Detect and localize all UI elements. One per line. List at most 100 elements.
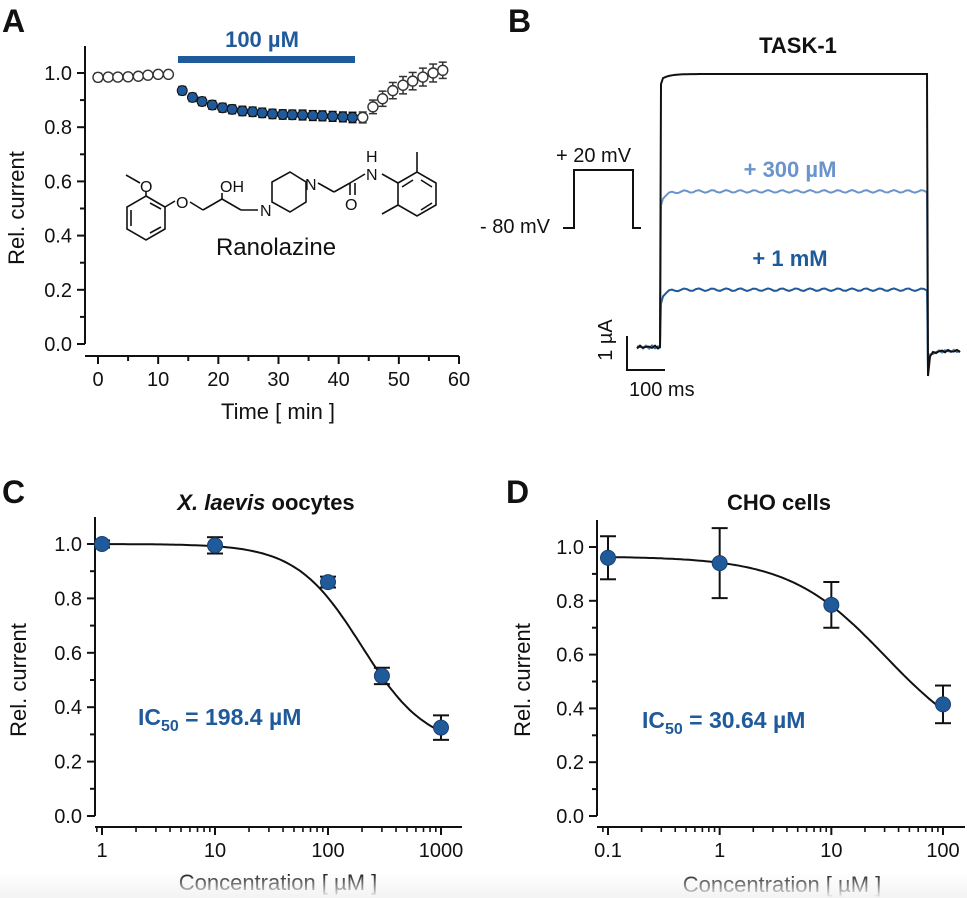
data-point-filled bbox=[347, 111, 359, 123]
protocol-low-label: - 80 mV bbox=[480, 216, 551, 238]
panel-c-axes bbox=[87, 517, 462, 835]
panel-d-x-tick-label: 0.1 bbox=[594, 840, 622, 862]
panel-a-data-points bbox=[92, 61, 449, 124]
data-point-filled bbox=[236, 105, 248, 117]
data-point bbox=[320, 574, 336, 591]
ranolazine-structure bbox=[125, 152, 437, 241]
panel-a-y-tick-label: 0.4 bbox=[44, 226, 72, 248]
chem-o-carbonyl: O bbox=[345, 197, 357, 214]
data-point bbox=[823, 596, 840, 613]
data-point bbox=[94, 536, 110, 552]
panel-d-x-tick-label: 100 bbox=[926, 840, 959, 862]
panel-d-y-tick-label: 1.0 bbox=[556, 537, 584, 559]
ranolazine-structure-labels: O O OH N N O H N bbox=[140, 149, 378, 220]
trace-control bbox=[636, 73, 961, 377]
data-point-open bbox=[387, 84, 399, 97]
panel-b-traces bbox=[636, 73, 961, 377]
data-point-filled bbox=[247, 106, 259, 118]
data-point-open bbox=[142, 69, 154, 81]
panel-c-x-tick-label: 10 bbox=[204, 840, 226, 862]
data-point-open bbox=[427, 67, 439, 79]
panel-c-title-rest: oocytes bbox=[265, 490, 354, 515]
data-point-open bbox=[162, 68, 175, 81]
panel-d-y-tick-label: 0.2 bbox=[556, 752, 584, 774]
panel-b-title: TASK-1 bbox=[759, 33, 837, 58]
panel-d-ic50-value: = 30.64 µM bbox=[683, 707, 806, 733]
data-point-filled bbox=[266, 108, 278, 120]
panel-c-dose-response: X. laevis oocytes 0.0 0.2 0.4 0.6 0.8 1.0 1 10 1… bbox=[6, 490, 463, 895]
panel-c-y-tick-label: 1.0 bbox=[54, 534, 82, 556]
panel-letter-b: B bbox=[508, 3, 531, 39]
panel-a-x-tick-label: 50 bbox=[388, 369, 410, 391]
compound-name: Ranolazine bbox=[216, 234, 336, 261]
panel-a-y-tick-label: 0.2 bbox=[44, 280, 72, 302]
panel-a-xlabel: Time [ min ] bbox=[221, 399, 335, 424]
chem-o-ether: O bbox=[176, 195, 188, 212]
data-point-filled bbox=[196, 95, 208, 107]
data-point bbox=[433, 719, 449, 736]
data-point-filled bbox=[277, 108, 289, 120]
trace-300uM bbox=[636, 189, 961, 373]
panel-c-x-tick-label: 1000 bbox=[419, 840, 464, 862]
data-point-filled bbox=[217, 102, 229, 114]
panel-a-ylabel: Rel. current bbox=[4, 151, 29, 265]
data-point-open bbox=[376, 93, 389, 105]
panel-d-y-tick-label: 0.0 bbox=[556, 806, 584, 828]
data-point-open bbox=[132, 70, 145, 82]
scale-bar bbox=[626, 336, 665, 371]
panel-d-ic50-ic: IC bbox=[642, 707, 665, 733]
panel-c-title: X. laevis oocytes bbox=[175, 490, 354, 515]
data-point-open bbox=[92, 71, 104, 84]
chem-n2: N bbox=[305, 177, 317, 194]
panel-c-ic50-value: = 198.4 µM bbox=[179, 704, 302, 730]
panel-c-ylabel: Rel. current bbox=[6, 623, 31, 737]
data-point-filled bbox=[297, 109, 309, 121]
data-point-filled bbox=[186, 91, 198, 103]
data-point-filled bbox=[316, 110, 328, 122]
panel-d-title: CHO cells bbox=[727, 490, 831, 515]
panel-c-y-tick-label: 0.8 bbox=[54, 588, 82, 610]
data-point-filled bbox=[256, 107, 268, 119]
data-point bbox=[600, 549, 616, 566]
data-point bbox=[935, 696, 951, 713]
data-point-open bbox=[102, 71, 114, 83]
data-point-filled bbox=[307, 110, 319, 122]
data-point-open bbox=[367, 101, 379, 113]
panel-d-ic50-sub: 50 bbox=[665, 721, 683, 738]
panel-a-axes bbox=[77, 46, 460, 364]
voltage-protocol bbox=[563, 169, 641, 229]
chem-oh: OH bbox=[220, 179, 244, 196]
protocol-high-label: + 20 mV bbox=[556, 145, 632, 167]
trace-1mM bbox=[636, 287, 961, 369]
data-point-open bbox=[437, 64, 449, 76]
panel-a-x-tick-label: 20 bbox=[207, 369, 229, 391]
panel-c-title-species: X. laevis bbox=[175, 490, 265, 515]
panel-b-current-traces: TASK-1 + 300 µM + 1 mM + 20 mV - 80 mV 1… bbox=[480, 33, 961, 401]
panel-d-y-tick-label: 0.6 bbox=[556, 645, 584, 667]
panel-d-y-tick-label: 0.4 bbox=[556, 698, 584, 720]
application-bar bbox=[178, 56, 355, 63]
panel-d-y-tick-label: 0.8 bbox=[556, 591, 584, 613]
panel-c-ic50: IC50 = 198.4 µM bbox=[138, 704, 301, 735]
chem-o-methoxy: O bbox=[140, 179, 152, 196]
panel-a-x-tick-label: 0 bbox=[92, 369, 103, 391]
panel-c-y-tick-label: 0.0 bbox=[54, 806, 82, 828]
scale-bar-current: 1 µA bbox=[595, 319, 617, 361]
panel-a-tick-labels: 0.0 0.2 0.4 0.6 0.8 1.0 0 10 20 30 40 50 60 bbox=[44, 63, 470, 391]
application-bar-label: 100 µM bbox=[225, 27, 299, 52]
panel-d-ylabel: Rel. current bbox=[510, 623, 535, 737]
panel-c-data bbox=[94, 536, 449, 741]
data-point-filled bbox=[176, 85, 188, 97]
panel-d-axes bbox=[589, 520, 965, 835]
data-point-open bbox=[357, 111, 369, 124]
data-point-filled bbox=[327, 110, 339, 122]
data-point-open bbox=[112, 71, 124, 83]
panel-c-y-tick-label: 0.6 bbox=[54, 643, 82, 665]
panel-d-tick-labels: 0.0 0.2 0.4 0.6 0.8 1.0 0.1 1 10 100 bbox=[556, 537, 960, 862]
panel-letter-c: C bbox=[2, 474, 25, 510]
panel-d-data bbox=[600, 527, 951, 725]
panel-a-x-tick-label: 60 bbox=[448, 369, 470, 391]
panel-a-y-tick-label: 0.6 bbox=[44, 171, 72, 193]
data-point-open bbox=[122, 71, 134, 83]
